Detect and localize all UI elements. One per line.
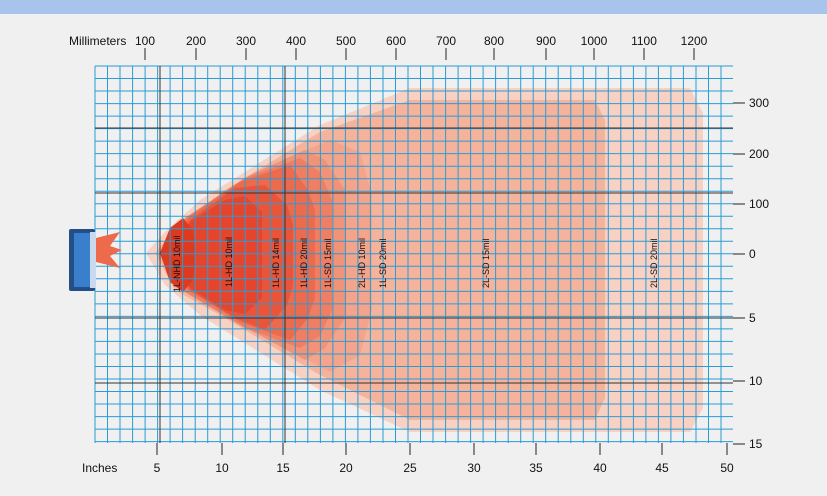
zone-label-1L-SD-20mil: 1L-SD 20mil [378,238,388,288]
zone-label-1L-HD-10mil: 1L-HD 10mil [224,237,234,287]
zone-1L-HD-10mil [172,196,262,314]
right-inch-tick-label: 10 [749,374,763,388]
grid-minor [94,65,733,443]
header-bar [0,0,827,14]
mm-tick-label: 500 [336,34,356,48]
mm-tick-label: 1200 [681,34,708,48]
mm-axis-title: Millimeters [69,34,126,48]
mm-tick-label: 1100 [631,34,657,48]
mm-tick-label: 600 [386,34,406,48]
right-inch-tick-label: 5 [749,311,756,325]
mm-tick-label: 1000 [581,34,608,48]
right-inch-tick-label: 15 [749,437,763,451]
mm-tick-label: 200 [186,34,206,48]
zone-label-1L-HD-14mil: 1L-HD 14mil [271,238,281,288]
zone-label-2L-SD-15mil: 2L-SD 15mil [481,238,491,288]
mm-tick-label: 100 [135,34,155,48]
mm-tick-label: 300 [236,34,256,48]
scanner-icon [69,229,122,291]
inch-tick-label: 20 [339,461,353,475]
inch-tick-label: 50 [720,461,734,475]
right-mm-tick-label: 300 [749,96,769,110]
mm-tick-label: 900 [536,34,556,48]
zone-label-1L-NHD-10mil: 1L-NHD 10mil [172,235,182,292]
zone-label-1L-SD-15mil: 1L-SD 15mil [323,238,333,288]
right-mm-tick-label: 100 [749,197,769,211]
right-mm-tick-label: 200 [749,147,769,161]
grid-major [95,66,733,443]
right-mm-tick-label: 0 [749,247,756,261]
mm-tick-label: 800 [484,34,504,48]
inch-tick-label: 45 [655,461,669,475]
zone-label-2L-HD-10mil: 2L-HD 10mil [357,238,367,288]
inch-tick-label: 30 [467,461,481,475]
zone-label-2L-SD-20mil: 2L-SD 20mil [649,238,659,288]
right-axis: 300 200 100 0 5 10 15 [733,96,769,451]
zone-label-1L-HD-20mil: 1L-HD 20mil [299,238,309,288]
mm-axis-top: Millimeters 100 200 300 400 500 600 700 800 900 1… [69,34,708,60]
inch-tick-label: 25 [403,461,417,475]
zone-labels: 1L-NHD 10mil 1L-HD 10mil 1L-HD 14mil 1L-… [172,235,659,292]
zone-1L-NHD-10mil [160,218,196,292]
inch-axis-bottom: Inches 5 10 15 20 25 30 35 40 45 50 [82,443,734,475]
inch-tick-label: 40 [593,461,607,475]
mm-tick-label: 700 [436,34,456,48]
inch-axis-title: Inches [82,461,117,475]
mm-tick-label: 400 [286,34,306,48]
inch-tick-label: 10 [215,461,229,475]
inch-tick-label: 5 [154,461,161,475]
inch-tick-label: 35 [529,461,543,475]
inch-tick-label: 15 [276,461,290,475]
